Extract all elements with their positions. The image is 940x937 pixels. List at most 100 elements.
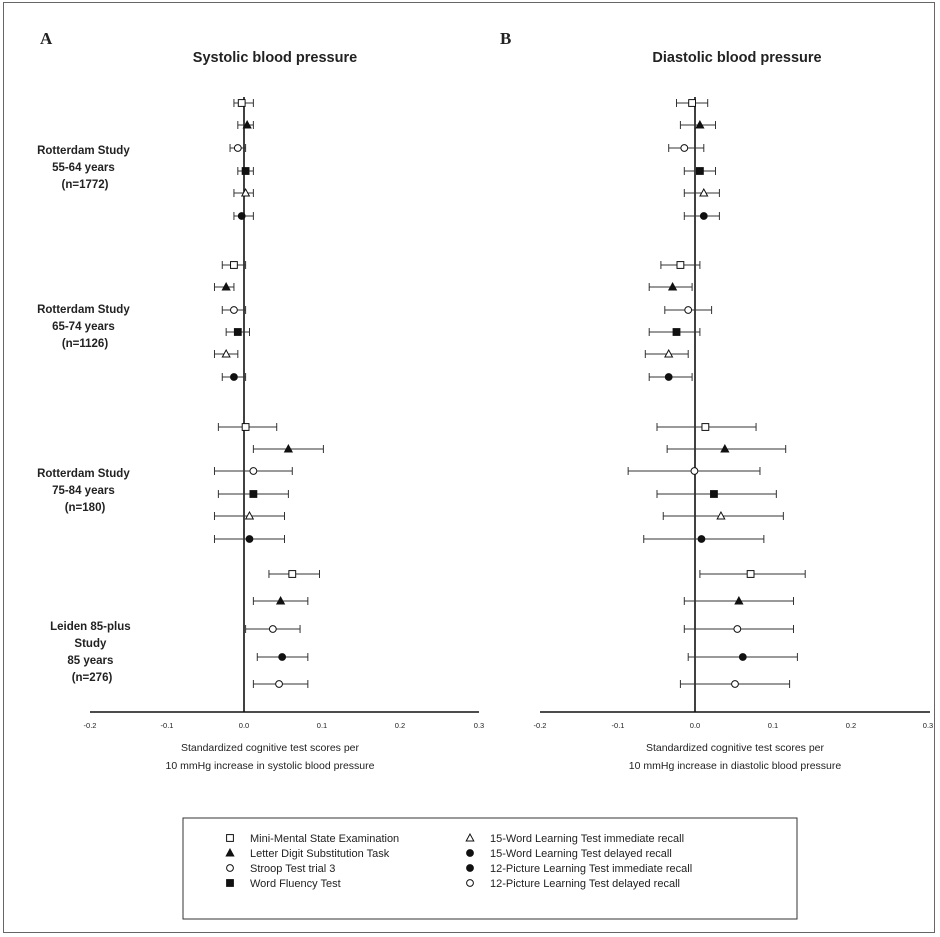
panel-b-estimate-pic_del bbox=[679, 680, 791, 688]
panel-a-xlabel-line1: Standardized cognitive test scores per bbox=[181, 742, 360, 754]
legend: Mini-Mental State Examination Letter Digi… bbox=[182, 817, 798, 920]
point-marker bbox=[233, 328, 242, 336]
panel-b-estimate-wlt_del bbox=[648, 373, 693, 381]
panel-b-tick: 0.2 bbox=[846, 721, 856, 730]
point-marker bbox=[241, 167, 250, 175]
panel-b: B Diastolic blood pressure -0.2 -0.1 0.0… bbox=[500, 29, 933, 772]
panel-a: A Systolic blood pressure -0.2 -0.1 0.0 … bbox=[37, 29, 484, 772]
panel-b-estimate-fluency bbox=[648, 328, 701, 336]
point-marker bbox=[731, 680, 739, 688]
legend-items: Mini-Mental State Examination Letter Digi… bbox=[225, 832, 692, 890]
point-marker bbox=[278, 653, 287, 661]
legend-marker bbox=[465, 832, 475, 842]
panel-b-estimate-mmse bbox=[699, 570, 806, 578]
panel-b-tick: 0.3 bbox=[923, 721, 933, 730]
legend-item-pic_imm: 12-Picture Learning Test immediate recal… bbox=[466, 863, 692, 875]
point-marker bbox=[244, 510, 255, 520]
point-marker bbox=[230, 373, 238, 381]
panel-b-estimate-mmse bbox=[656, 423, 757, 431]
point-marker bbox=[680, 144, 689, 152]
point-marker bbox=[664, 348, 674, 358]
panel-b-estimate-ldst bbox=[648, 281, 693, 291]
legend-label: Stroop Test trial 3 bbox=[250, 863, 335, 875]
legend-item-mmse: Mini-Mental State Examination bbox=[226, 833, 399, 845]
point-marker bbox=[275, 680, 283, 688]
legend-item-stroop: Stroop Test trial 3 bbox=[226, 863, 335, 875]
point-marker bbox=[684, 306, 693, 314]
panel-b-letter: B bbox=[500, 29, 511, 48]
point-marker bbox=[733, 625, 742, 633]
panel-a-estimate-ldst bbox=[252, 443, 324, 453]
panel-b-tick: -0.2 bbox=[534, 721, 547, 730]
panel-a-title: Systolic blood pressure bbox=[193, 50, 357, 66]
legend-marker bbox=[225, 847, 235, 857]
point-marker bbox=[245, 535, 254, 543]
point-marker bbox=[242, 119, 252, 129]
panel-b-tick: -0.1 bbox=[612, 721, 625, 730]
panel-b-tick: 0.1 bbox=[768, 721, 778, 730]
panel-a-estimate-ldst bbox=[252, 595, 309, 605]
point-marker bbox=[672, 328, 681, 336]
legend-box bbox=[182, 817, 798, 920]
panel-b-estimate-ldst bbox=[679, 119, 716, 129]
group-label-leiden-85: Leiden 85-plus Study 85 years (n=276) bbox=[50, 621, 134, 684]
panel-a-estimate-fluency bbox=[225, 328, 250, 336]
panel-b-estimate-wlt_del bbox=[683, 212, 720, 220]
panel-b-estimate-wlt_imm bbox=[662, 510, 784, 520]
point-marker bbox=[690, 467, 699, 475]
point-marker bbox=[720, 443, 730, 453]
point-marker bbox=[237, 212, 246, 220]
legend-label: 12-Picture Learning Test delayed recall bbox=[490, 878, 680, 890]
panel-b-estimate-mmse bbox=[676, 99, 709, 107]
panel-a-estimate-wlt_del bbox=[213, 535, 285, 543]
panel-a-estimate-ldst bbox=[237, 119, 254, 129]
point-marker bbox=[240, 187, 251, 197]
panel-a-estimate-wlt_del bbox=[221, 373, 247, 381]
panel-a-estimate-mmse bbox=[268, 570, 321, 578]
panel-b-estimate-ldst bbox=[683, 595, 794, 605]
panel-a-letter: A bbox=[40, 29, 53, 48]
panel-a-estimate-mmse bbox=[233, 99, 254, 107]
panel-a-estimate-mmse bbox=[217, 423, 278, 431]
point-marker bbox=[288, 570, 297, 578]
panel-b-xlabel-line1: Standardized cognitive test scores per bbox=[646, 742, 825, 754]
point-marker bbox=[283, 443, 294, 453]
panel-b-marks bbox=[627, 99, 806, 688]
point-marker bbox=[268, 625, 277, 633]
point-marker bbox=[233, 144, 242, 152]
group-label-rs-55-64: Rotterdam Study 55-64 years (n=1772) bbox=[37, 145, 133, 191]
legend-item-wlt_imm: 15-Word Learning Test immediate recall bbox=[465, 832, 684, 845]
group-label-rs-75-84: Rotterdam Study 75-84 years (n=180) bbox=[37, 468, 133, 514]
legend-label: 15-Word Learning Test immediate recall bbox=[490, 833, 684, 845]
panel-a-tick: 0.3 bbox=[474, 721, 484, 730]
panel-a-tick: 0.2 bbox=[395, 721, 405, 730]
panel-a-estimate-wlt_imm bbox=[213, 510, 285, 520]
panel-a-estimate-pic_del bbox=[252, 680, 309, 688]
legend-label: 15-Word Learning Test delayed recall bbox=[490, 848, 672, 860]
panel-a-estimate-wlt_imm bbox=[233, 187, 254, 197]
panel-b-estimate-wlt_del bbox=[643, 535, 765, 543]
point-marker bbox=[676, 261, 685, 269]
panel-a-estimate-wlt_del bbox=[256, 653, 309, 661]
point-marker bbox=[221, 281, 231, 291]
point-marker bbox=[746, 570, 755, 578]
point-marker bbox=[237, 99, 246, 107]
legend-item-fluency: Word Fluency Test bbox=[226, 878, 341, 890]
panel-a-xlabel-line2: 10 mmHg increase in systolic blood press… bbox=[166, 760, 375, 772]
panel-a-tick: 0.0 bbox=[239, 721, 249, 730]
panel-b-estimate-stroop bbox=[664, 306, 713, 314]
legend-item-ldst: Letter Digit Substitution Task bbox=[225, 847, 390, 860]
figure-frame bbox=[3, 2, 935, 933]
panel-a-estimate-wlt_del bbox=[233, 212, 254, 220]
point-marker bbox=[710, 490, 718, 498]
legend-marker bbox=[226, 879, 234, 887]
point-marker bbox=[275, 595, 286, 605]
panel-a-estimate-wlt_imm bbox=[213, 348, 239, 358]
point-marker bbox=[221, 348, 231, 358]
point-marker bbox=[249, 467, 258, 475]
panel-a-estimate-stroop bbox=[245, 625, 301, 633]
panel-a-estimate-fluency bbox=[237, 167, 254, 175]
panel-b-xlabel-line2: 10 mmHg increase in diastolic blood pres… bbox=[629, 760, 842, 772]
panel-b-tick: 0.0 bbox=[690, 721, 700, 730]
